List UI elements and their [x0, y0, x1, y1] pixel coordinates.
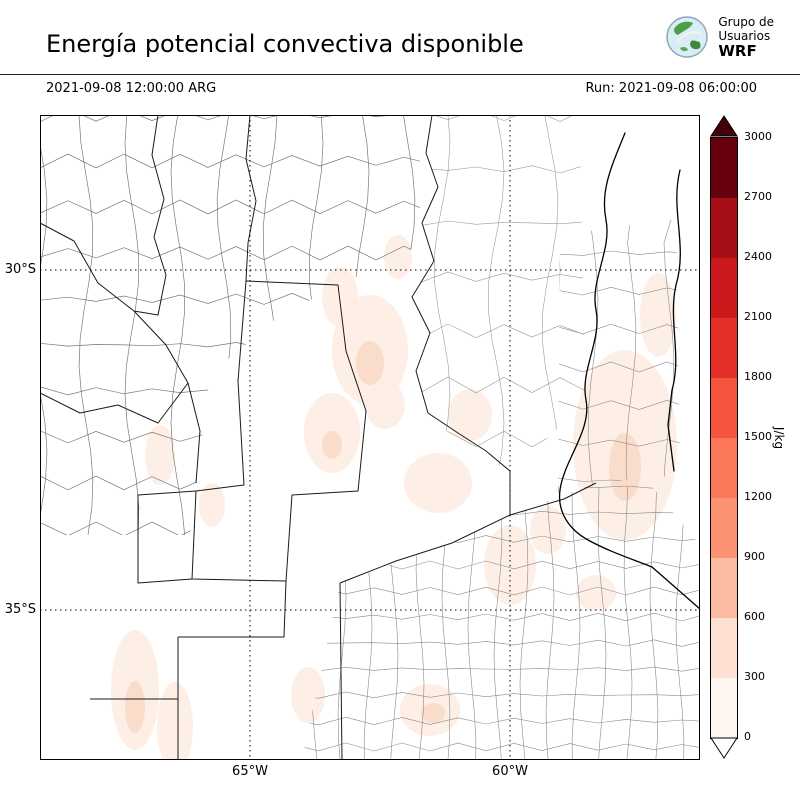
colorbar-unit-label: J/kg — [772, 426, 787, 449]
department-boundaries — [302, 484, 700, 760]
cape-map — [40, 115, 700, 760]
globe-icon — [666, 16, 709, 58]
cape-shading — [111, 235, 677, 760]
rivers — [558, 132, 700, 610]
latlon-gridlines — [40, 115, 700, 760]
map-panel — [40, 115, 700, 760]
colorbar-tick: 3000 — [744, 130, 772, 143]
colorbar-tick: 1500 — [744, 430, 772, 443]
valid-time-label: 2021-09-08 12:00:00 ARG — [46, 81, 217, 96]
colorbar-segment — [711, 378, 737, 438]
logo-line-1: Grupo de — [718, 14, 774, 29]
cape-shading-mid — [125, 341, 641, 733]
colorbar-segment — [711, 318, 737, 378]
logo-line-3: WRF — [718, 41, 757, 60]
colorbar-over-arrow — [710, 115, 738, 137]
colorbar-tick: 0 — [744, 730, 751, 743]
colorbar-segment — [711, 498, 737, 558]
map-frame — [40, 115, 700, 760]
colorbar-segment — [711, 258, 737, 318]
colorbar-segment — [711, 558, 737, 618]
colorbar-tick: 300 — [744, 670, 765, 683]
colorbar-tick: 1200 — [744, 490, 772, 503]
colorbar-tick: 1800 — [744, 370, 772, 383]
xtick-65w: 65°W — [232, 764, 268, 779]
header-divider — [0, 74, 800, 75]
ytick-30s: 30°S — [4, 262, 36, 277]
ytick-35s: 35°S — [4, 602, 36, 617]
logo-text: Grupo de Usuarios WRF — [718, 15, 774, 60]
cape-shading-light — [111, 235, 677, 760]
colorbar-tick: 2400 — [744, 250, 772, 263]
wrf-users-group-logo: Grupo de Usuarios WRF — [664, 14, 774, 60]
province-borders — [40, 115, 597, 760]
colorbar-segment — [711, 678, 737, 738]
colorbar-segment — [711, 198, 737, 258]
colorbar: 3000 2700 2400 2100 1800 1500 1200 900 6… — [710, 115, 800, 760]
page-title: Energía potencial convectiva disponible — [46, 30, 524, 58]
colorbar-segment — [711, 438, 737, 498]
colorbar-under-arrow — [710, 737, 738, 759]
colorbar-tick: 600 — [744, 610, 765, 623]
colorbar-tick: 2700 — [744, 190, 772, 203]
logo-line-2: Usuarios — [718, 28, 771, 43]
colorbar-segment — [711, 138, 737, 198]
colorbar-segment — [711, 618, 737, 678]
colorbar-tick: 2100 — [744, 310, 772, 323]
colorbar-body — [710, 137, 738, 739]
colorbar-tick: 900 — [744, 550, 765, 563]
run-time-label: Run: 2021-09-08 06:00:00 — [585, 81, 757, 96]
xtick-60w: 60°W — [492, 764, 528, 779]
